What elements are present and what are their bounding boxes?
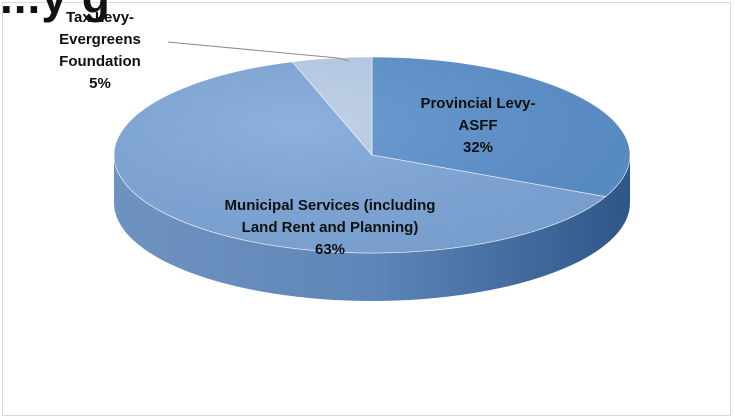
data-label-3-line-2: Evergreens <box>59 31 141 48</box>
leader-line-3 <box>167 41 350 62</box>
data-label-3-line-3: Foundation <box>59 53 141 70</box>
data-label-2-line-3: 63% <box>315 241 345 258</box>
pie-top-shading <box>114 57 630 253</box>
data-label-3-line-4: 5% <box>89 75 111 92</box>
data-label-1-line-1: Provincial Levy- <box>420 95 535 112</box>
data-label-2-line-2: Land Rent and Planning) <box>242 219 419 236</box>
data-label-1-line-2: ASFF <box>458 117 497 134</box>
chart-title-fragment: ...y g <box>0 0 111 24</box>
data-label-1-line-3: 32% <box>463 139 493 156</box>
data-label-2-line-1: Municipal Services (including <box>225 197 436 214</box>
data-label-3-line-1: Tax Levy- <box>66 9 134 26</box>
pie-side-wall <box>114 155 630 301</box>
